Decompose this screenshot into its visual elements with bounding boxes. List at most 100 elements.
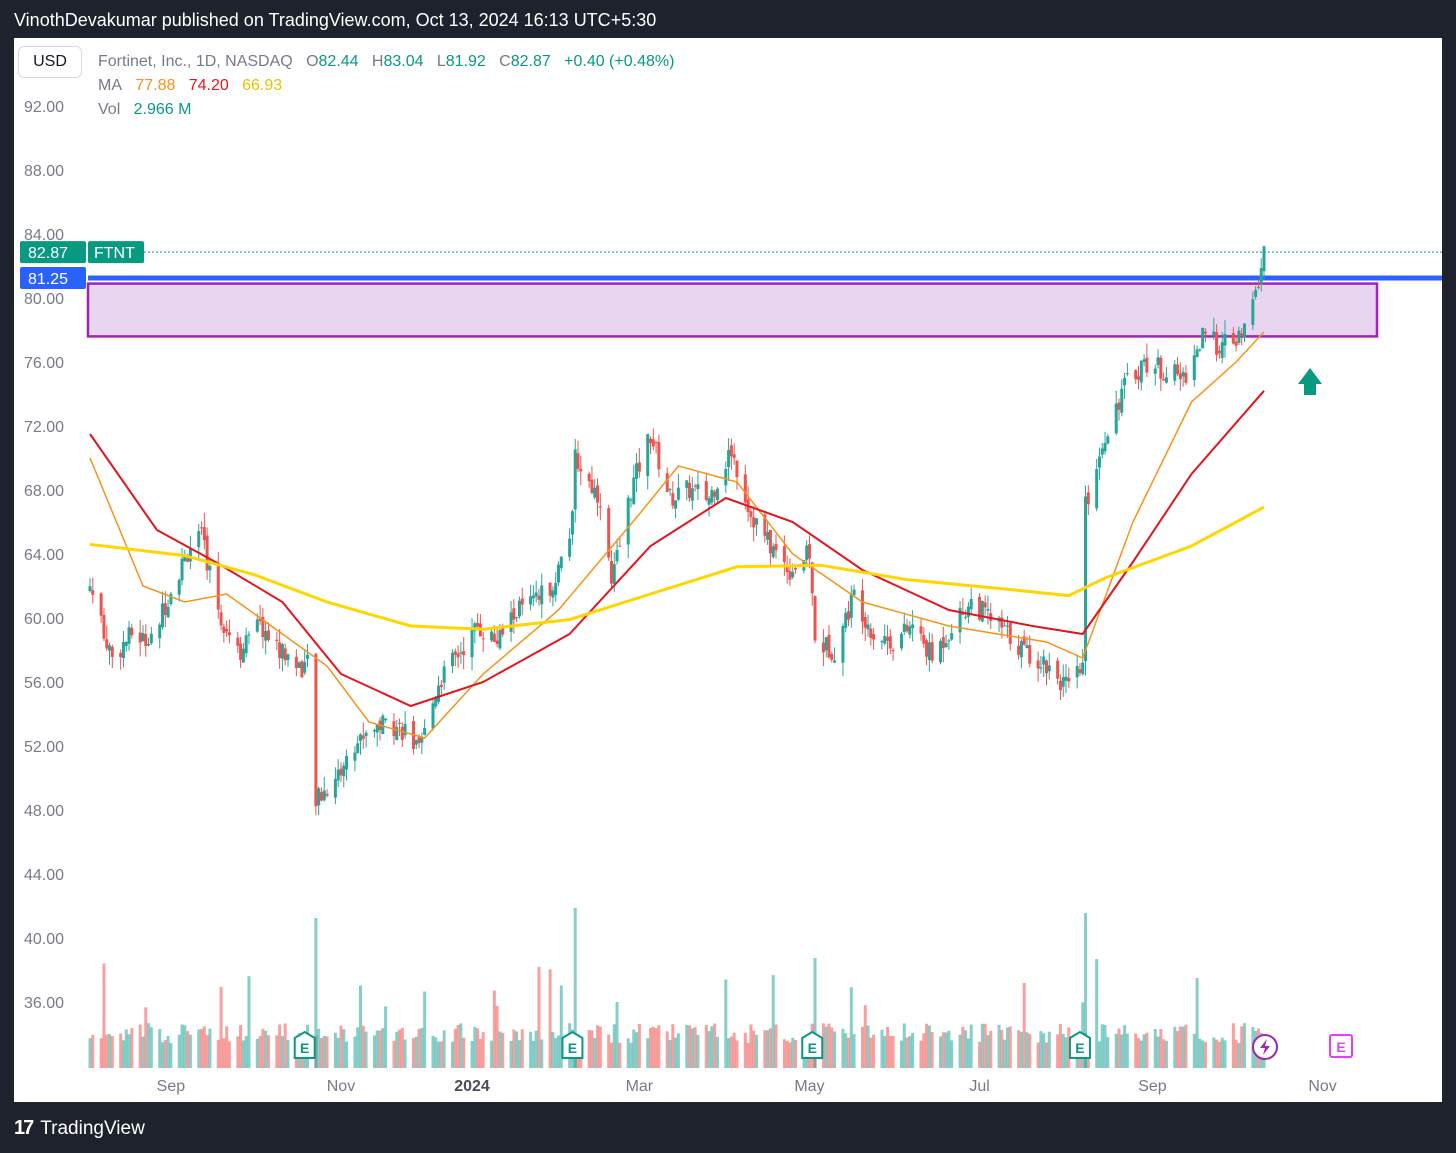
- candle-body: [227, 632, 231, 636]
- volume-bar: [782, 1039, 786, 1068]
- volume-bar: [99, 1038, 103, 1068]
- candle-body: [1231, 333, 1235, 344]
- legend-row-ma[interactable]: MA 77.88 74.20 66.93: [98, 74, 674, 98]
- last-price-tag: [20, 241, 86, 264]
- candle-body: [576, 453, 580, 469]
- volume-bar: [958, 1034, 962, 1068]
- high-value: 83.04: [383, 53, 424, 70]
- footer-brand[interactable]: 17 TradingView: [14, 1117, 145, 1140]
- candle-body: [724, 469, 728, 486]
- low-value: 81.92: [445, 53, 486, 70]
- candle-body: [1081, 662, 1085, 675]
- volume-bar: [852, 1034, 856, 1068]
- price-chart[interactable]: 92.00 88.00 84.00 80.00 76.00 72.00 68.00 64.00…: [14, 38, 1442, 1102]
- candle-body: [688, 482, 692, 498]
- volume-bar: [453, 1028, 457, 1068]
- candle-body: [255, 619, 259, 632]
- candle-body: [556, 564, 560, 583]
- volume-bar: [704, 1025, 708, 1068]
- volume-bar: [529, 1031, 533, 1068]
- volume-bar: [1117, 1028, 1121, 1068]
- volume-bar: [439, 1041, 443, 1068]
- volume-bar: [1000, 1029, 1004, 1068]
- volume-bar: [356, 1027, 360, 1068]
- volume-bar: [635, 1032, 639, 1068]
- volume-bar: [788, 1042, 792, 1068]
- candle-body: [1114, 403, 1118, 434]
- candle-body: [202, 527, 206, 541]
- candle-body: [275, 639, 279, 642]
- volume-bar: [1223, 1040, 1227, 1068]
- candle-body: [559, 556, 563, 569]
- candle-body: [105, 639, 109, 649]
- symbol-name[interactable]: Fortinet, Inc., 1D, NASDAQ: [98, 53, 293, 70]
- candle-body: [665, 473, 669, 492]
- candle-body: [244, 635, 248, 654]
- candle-body: [1181, 371, 1185, 377]
- candle-body: [590, 479, 594, 494]
- candle-body: [902, 623, 906, 632]
- candle-body: [1120, 388, 1124, 413]
- currency-button[interactable]: USD: [18, 46, 82, 78]
- candle-body: [732, 454, 736, 458]
- volume-bar: [275, 1035, 279, 1068]
- volume-bar: [400, 1027, 404, 1068]
- close-label: C: [499, 53, 511, 70]
- volume-bar: [431, 1035, 435, 1068]
- volume-bar: [1100, 1024, 1104, 1068]
- candle-body: [364, 732, 368, 737]
- candle-body: [200, 527, 204, 529]
- candle-body: [905, 625, 909, 632]
- volume-bar: [102, 963, 106, 1068]
- volume-bar: [403, 1039, 407, 1068]
- volume-bar: [766, 1030, 770, 1068]
- candle-body: [1156, 357, 1160, 365]
- volume-bar: [674, 1037, 678, 1068]
- volume-bar: [860, 1026, 864, 1068]
- volume-bar: [1005, 1027, 1009, 1068]
- legend-row-vol[interactable]: Vol 2.966 M: [98, 98, 674, 122]
- chart-panel[interactable]: 92.00 88.00 84.00 80.00 76.00 72.00 68.00 64.00…: [14, 38, 1442, 1102]
- candle-body: [462, 651, 466, 656]
- candle-body: [1086, 492, 1090, 505]
- volume-bar: [1145, 1032, 1149, 1068]
- candle-body: [470, 627, 474, 658]
- candle-body: [774, 543, 778, 551]
- earnings-marker-label: E: [1075, 1040, 1084, 1056]
- candle-body: [166, 606, 170, 618]
- candle-body: [1005, 625, 1009, 627]
- volume-bar: [141, 1036, 145, 1068]
- volume-bar: [1164, 1040, 1168, 1068]
- candle-body: [1223, 334, 1227, 346]
- candle-body: [439, 684, 443, 688]
- volume-bar: [598, 1026, 602, 1068]
- candle-body: [1184, 372, 1188, 383]
- candle-body: [844, 612, 848, 628]
- x-tick-label: Sep: [1138, 1078, 1167, 1095]
- volume-bar: [590, 1030, 594, 1068]
- volume-bar: [1042, 1033, 1046, 1068]
- volume-bar: [361, 1025, 365, 1068]
- candle-body: [141, 633, 145, 642]
- candle-body: [941, 636, 945, 649]
- candle-body: [529, 596, 533, 605]
- candle-body: [612, 564, 616, 584]
- candle-body: [1220, 342, 1224, 358]
- y-tick-label: 40.00: [24, 931, 64, 948]
- candle-body: [1139, 360, 1143, 383]
- volume-bar: [665, 1031, 669, 1068]
- candle-body: [1153, 368, 1157, 374]
- volume-bar: [1123, 1025, 1127, 1068]
- ticker-tag: [88, 241, 144, 264]
- volume-bar: [121, 1040, 125, 1068]
- candle-body: [743, 474, 747, 503]
- candle-body: [791, 571, 795, 578]
- candle-body: [668, 488, 672, 490]
- volume-bar: [364, 1031, 368, 1068]
- candle-body: [1036, 660, 1040, 669]
- candle-body: [1164, 377, 1168, 383]
- candle-body: [922, 634, 926, 644]
- candle-body: [596, 485, 600, 503]
- candle-body: [180, 558, 184, 581]
- candle-body: [1106, 436, 1110, 444]
